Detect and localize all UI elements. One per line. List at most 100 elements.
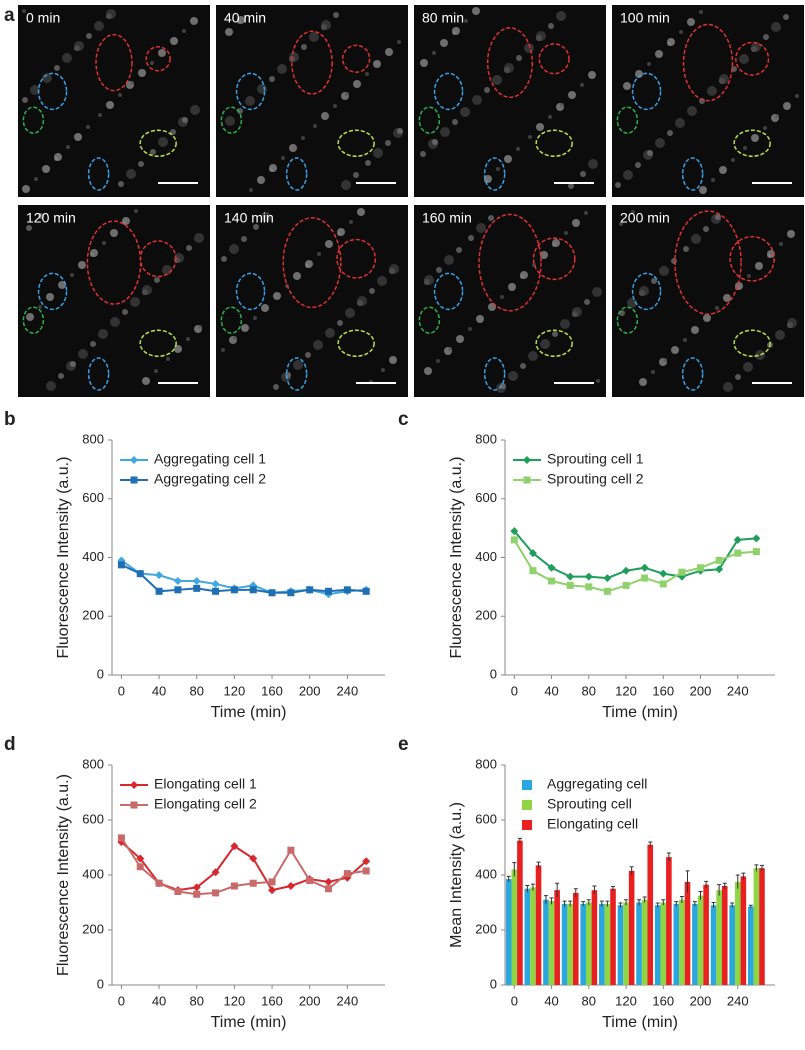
- error-bar: [679, 895, 684, 904]
- x-tick-label: 240: [727, 993, 749, 1008]
- y-tick-label: 200: [82, 921, 104, 936]
- cell-signal: [540, 251, 548, 259]
- cell-signal: [496, 167, 500, 171]
- cell-signal: [26, 313, 34, 321]
- x-tick-label: 40: [152, 683, 166, 698]
- x-tick-label: 0: [118, 993, 125, 1008]
- cell-signal: [321, 112, 329, 120]
- error-bar: [555, 882, 560, 897]
- cell-signal: [118, 93, 122, 97]
- cell-outline: [220, 106, 243, 134]
- x-tick-label: 40: [544, 993, 558, 1008]
- error-bar: [605, 900, 610, 907]
- cell-outline: [139, 129, 177, 157]
- x-axis-title: Time (min): [602, 1014, 678, 1031]
- cell-signal: [731, 158, 735, 162]
- cell-signal: [397, 128, 403, 134]
- cell-signal: [198, 325, 202, 329]
- cell-outline: [291, 30, 333, 95]
- cell-signal: [257, 84, 267, 94]
- cell-signal: [560, 103, 564, 107]
- point: [211, 579, 220, 588]
- bar: [604, 903, 611, 985]
- point: [249, 586, 257, 594]
- panel-label: b: [4, 409, 16, 430]
- cell-signal: [691, 234, 701, 244]
- cell-signal: [158, 137, 168, 147]
- error-bar: [741, 872, 746, 880]
- cell-signal: [90, 249, 98, 257]
- cell-signal: [631, 210, 635, 214]
- point: [249, 854, 258, 863]
- point: [678, 568, 686, 576]
- cell-outline: [139, 240, 177, 278]
- cell-signal: [142, 377, 150, 385]
- point: [529, 567, 537, 575]
- error-bar: [759, 864, 764, 871]
- cell-outline: [22, 106, 45, 134]
- cell-signal: [86, 33, 92, 39]
- point: [548, 577, 556, 585]
- cell-signal: [333, 12, 339, 18]
- bar: [692, 903, 698, 985]
- point: [715, 556, 723, 564]
- cell-signal: [389, 356, 397, 364]
- cell-signal: [70, 361, 76, 367]
- cell-signal: [22, 9, 26, 13]
- y-tick-label: 0: [97, 666, 104, 681]
- bar: [580, 903, 586, 985]
- point: [117, 561, 125, 569]
- cell-signal: [301, 136, 305, 140]
- x-tick-label: 40: [544, 683, 558, 698]
- error-bar: [549, 897, 554, 905]
- x-axis-title: Time (min): [211, 704, 287, 721]
- cell-signal: [472, 95, 482, 105]
- y-tick-label: 600: [475, 811, 497, 826]
- time-label: 100 min: [620, 10, 670, 26]
- cell-signal: [138, 69, 146, 77]
- point: [697, 564, 705, 572]
- error-bar: [692, 901, 697, 907]
- cell-signal: [647, 62, 651, 66]
- y-tick-label: 0: [490, 666, 497, 681]
- cell-signal: [619, 222, 623, 226]
- legend-marker: [130, 801, 138, 809]
- error-bar: [648, 841, 653, 848]
- bar: [610, 888, 616, 985]
- x-tick-label: 120: [615, 683, 637, 698]
- bar: [641, 899, 648, 985]
- cell-signal: [492, 75, 502, 85]
- point: [603, 574, 612, 583]
- cell-signal: [42, 73, 52, 83]
- cell-outline: [418, 306, 441, 334]
- y-tick-label: 200: [475, 608, 497, 623]
- cell-signal: [389, 264, 399, 274]
- cell-signal: [751, 42, 761, 52]
- cell-outline: [433, 272, 464, 311]
- bar: [623, 902, 629, 985]
- cell-signal: [277, 64, 287, 74]
- bar: [697, 895, 704, 985]
- cell-signal: [687, 18, 695, 26]
- cell-signal: [580, 171, 586, 177]
- cell-outline: [433, 72, 464, 111]
- y-tick-label: 400: [82, 866, 104, 881]
- error-bar: [530, 883, 535, 891]
- point: [136, 570, 144, 578]
- cell-signal: [787, 230, 795, 238]
- point: [230, 842, 239, 851]
- cell-signal: [488, 215, 494, 221]
- error-bar: [642, 896, 647, 903]
- cell-signal: [663, 358, 667, 362]
- cell-signal: [46, 293, 54, 301]
- cell-signal: [755, 350, 765, 360]
- cell-signal: [106, 9, 116, 19]
- cell-signal: [38, 213, 44, 219]
- cell-signal: [225, 28, 233, 36]
- cell-signal: [691, 326, 699, 334]
- cell-signal: [221, 256, 227, 262]
- point: [324, 877, 333, 886]
- bar: [666, 857, 672, 985]
- point: [268, 886, 277, 895]
- y-tick-label: 0: [97, 976, 104, 991]
